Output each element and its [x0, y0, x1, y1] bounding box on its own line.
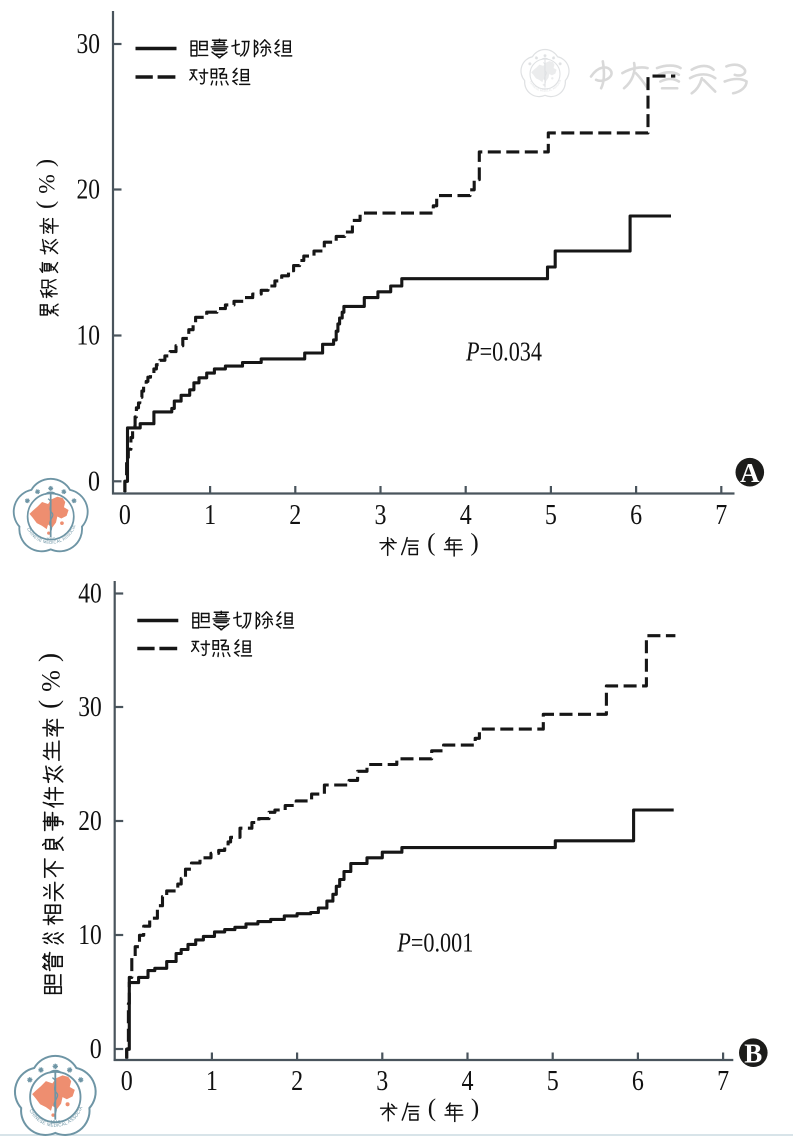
svg-text:P=0.034: P=0.034 — [465, 336, 542, 367]
svg-text:2: 2 — [291, 1065, 303, 1097]
svg-text:0: 0 — [119, 499, 131, 531]
svg-text:3: 3 — [376, 1065, 388, 1097]
svg-text:5: 5 — [545, 499, 557, 531]
svg-text:0: 0 — [121, 1065, 133, 1097]
svg-text:4: 4 — [462, 1065, 474, 1097]
svg-text:40: 40 — [78, 578, 102, 610]
svg-text:): ) — [470, 530, 478, 557]
svg-text:1: 1 — [204, 499, 216, 531]
svg-text:10: 10 — [78, 919, 102, 951]
svg-text:6: 6 — [632, 1065, 644, 1097]
svg-text:%: % — [36, 670, 65, 692]
svg-text:(: ( — [34, 700, 64, 709]
svg-text:0: 0 — [88, 466, 100, 498]
svg-text:(: ( — [32, 201, 59, 209]
svg-text:7: 7 — [715, 499, 727, 531]
svg-text:2: 2 — [289, 499, 301, 531]
svg-text:B: B — [744, 1038, 762, 1068]
svg-text:A: A — [740, 458, 760, 488]
svg-text:0: 0 — [90, 1033, 102, 1065]
svg-text:(: ( — [427, 530, 435, 557]
svg-text:): ) — [34, 653, 64, 662]
svg-text:4: 4 — [460, 499, 472, 531]
svg-text:3: 3 — [375, 499, 387, 531]
svg-text:6: 6 — [630, 499, 642, 531]
svg-text:): ) — [32, 159, 59, 167]
svg-text:20: 20 — [77, 174, 101, 206]
svg-text:30: 30 — [78, 691, 102, 723]
svg-text:P=0.001: P=0.001 — [396, 927, 473, 958]
svg-text:): ) — [471, 1095, 479, 1122]
svg-text:1: 1 — [206, 1065, 218, 1097]
svg-text:30: 30 — [77, 28, 101, 60]
svg-text:10: 10 — [77, 320, 101, 352]
svg-text:%: % — [35, 174, 61, 194]
svg-text:7: 7 — [717, 1065, 729, 1097]
svg-text:20: 20 — [78, 805, 102, 837]
svg-text:(: ( — [428, 1095, 436, 1122]
svg-text:5: 5 — [547, 1065, 559, 1097]
